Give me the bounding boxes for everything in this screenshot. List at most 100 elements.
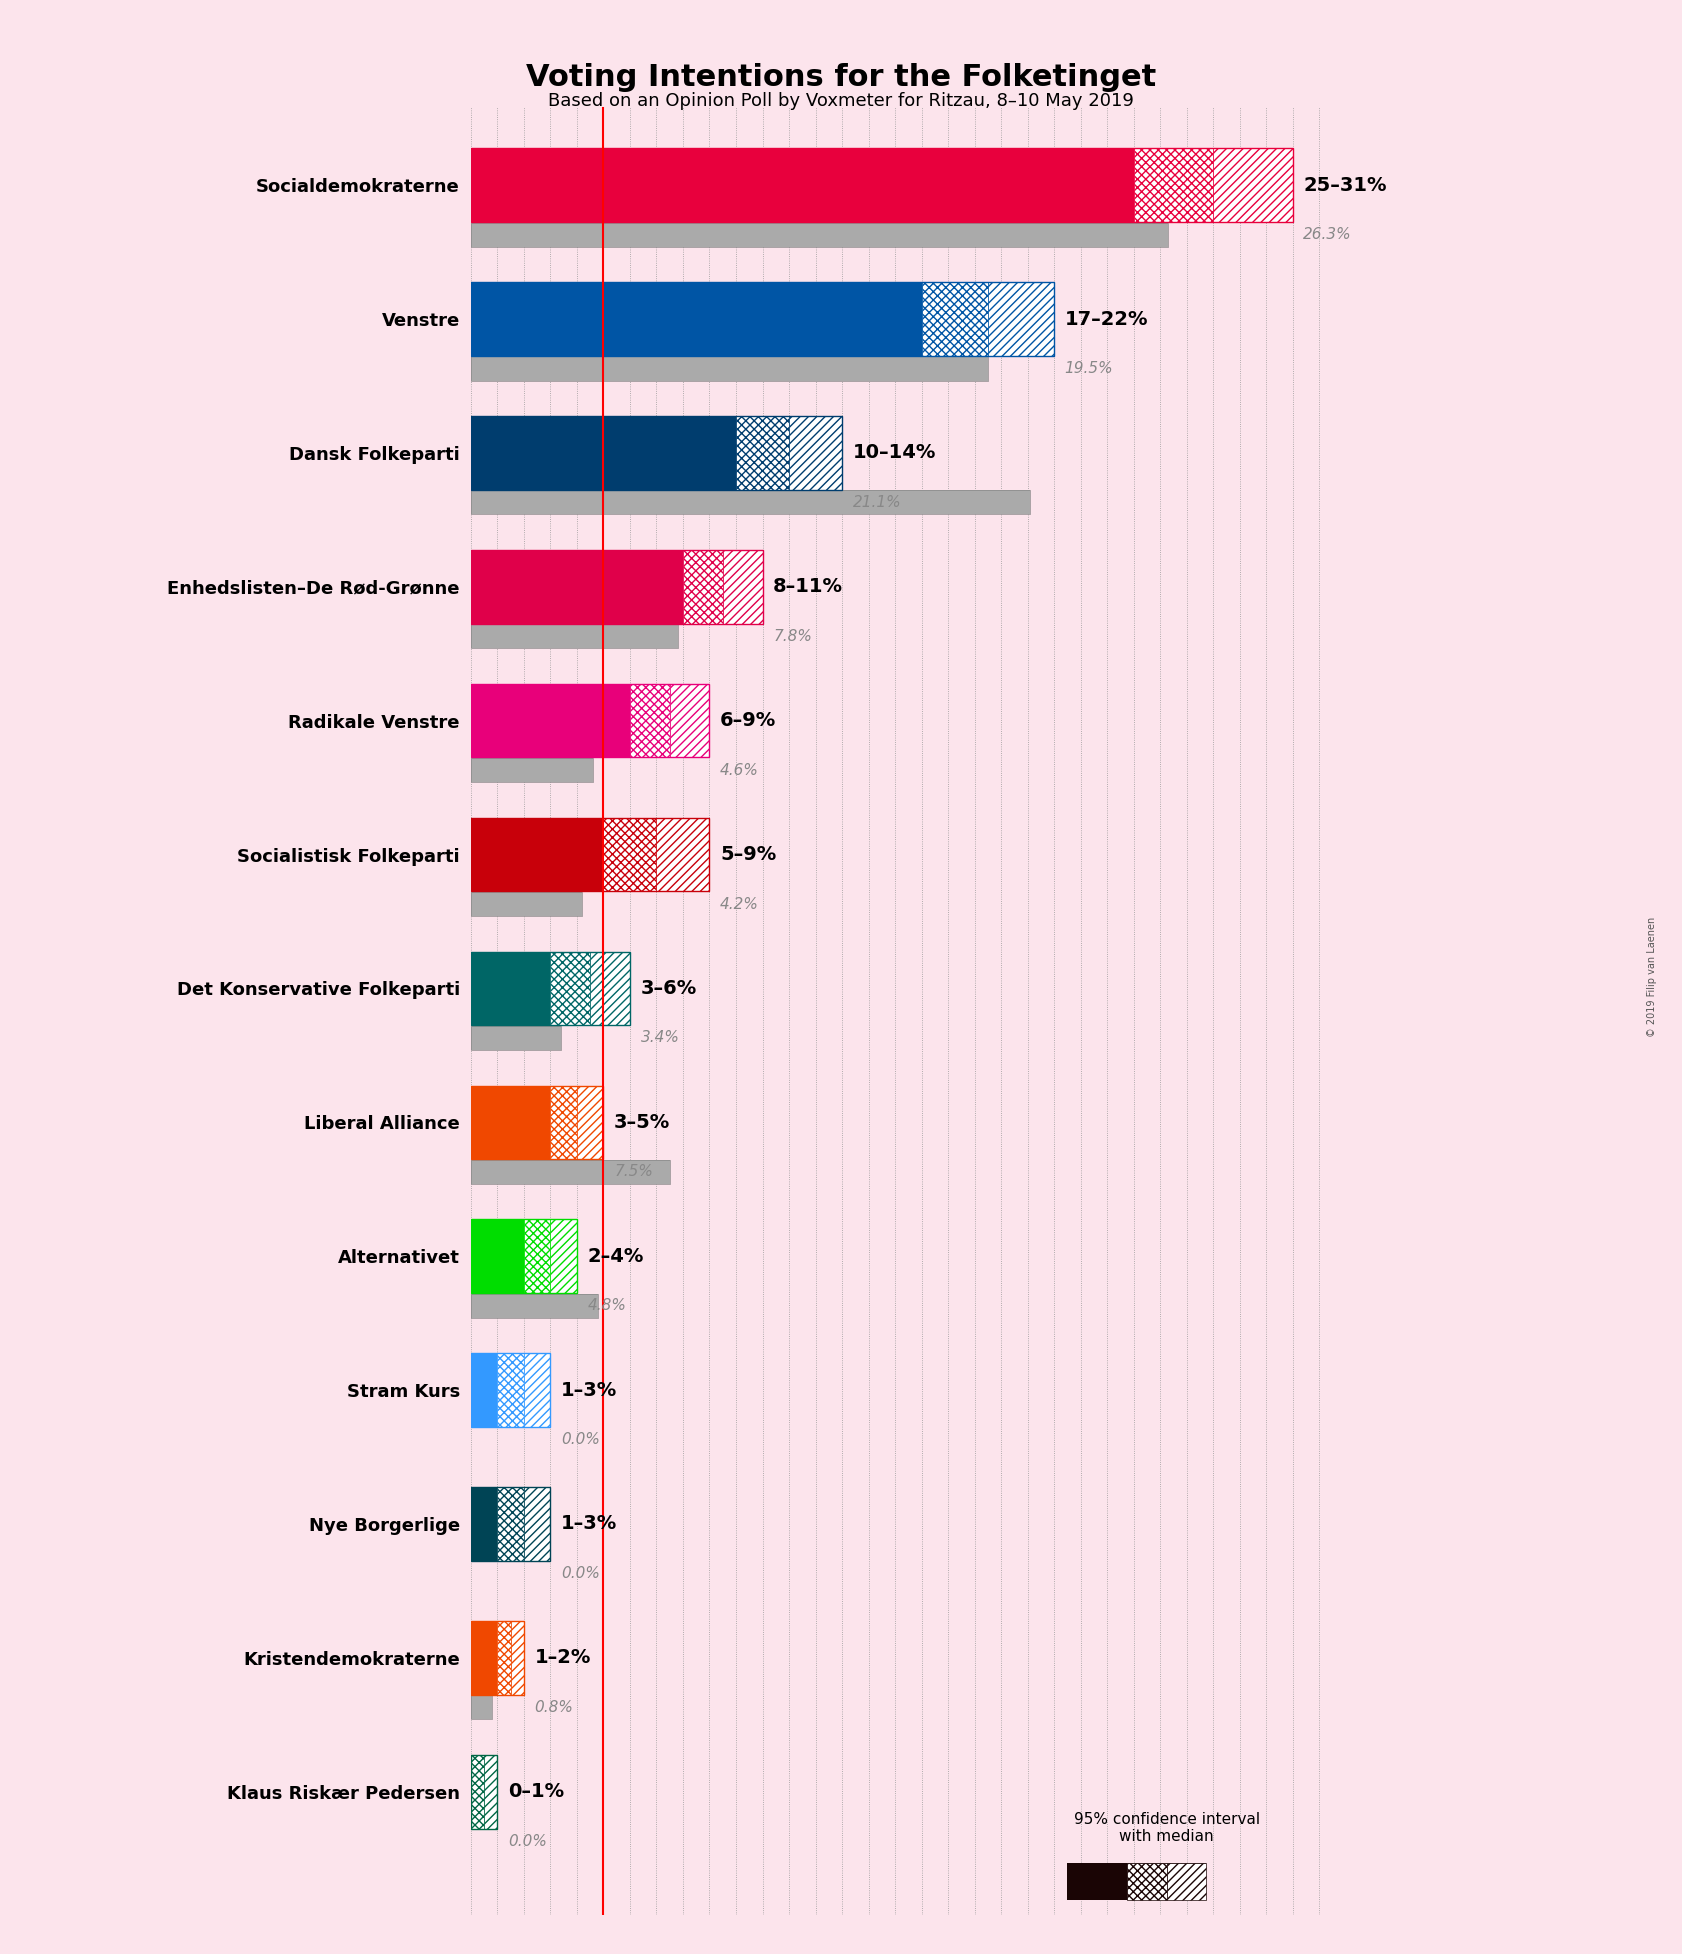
Text: 0.0%: 0.0% [562, 1565, 600, 1581]
Bar [471, 1161, 669, 1184]
Bar [1167, 1862, 1206, 1899]
Bar [1134, 149, 1213, 223]
Bar [604, 817, 656, 891]
Bar [922, 281, 987, 356]
Bar [471, 1487, 498, 1561]
Bar [789, 416, 843, 490]
Bar [471, 1086, 604, 1159]
Bar [525, 1487, 550, 1561]
Bar [471, 1086, 550, 1159]
Bar [471, 623, 678, 649]
Bar [590, 952, 631, 1026]
Text: 26.3%: 26.3% [1304, 227, 1352, 242]
Bar [471, 893, 582, 916]
Text: 3–5%: 3–5% [614, 1114, 671, 1131]
Bar [525, 1487, 550, 1561]
Bar [511, 1622, 525, 1694]
Bar [498, 1487, 525, 1561]
Text: 0.8%: 0.8% [535, 1700, 574, 1716]
Bar [604, 817, 656, 891]
Text: 10–14%: 10–14% [853, 444, 935, 463]
Text: 95% confidence interval
with median: 95% confidence interval with median [1073, 1811, 1260, 1845]
Text: 1–3%: 1–3% [562, 1514, 617, 1534]
Text: 4.8%: 4.8% [587, 1297, 626, 1313]
Bar [1213, 149, 1292, 223]
Bar [484, 1755, 498, 1829]
Bar [525, 1219, 550, 1294]
Bar [922, 281, 987, 356]
Bar [471, 416, 737, 490]
Bar [737, 416, 789, 490]
Bar [550, 1086, 577, 1159]
Bar [471, 1026, 562, 1049]
Bar [471, 1755, 484, 1829]
Bar [631, 684, 669, 758]
Bar [471, 223, 1167, 246]
Text: 7.5%: 7.5% [614, 1165, 653, 1180]
Bar [471, 1487, 550, 1561]
Bar [987, 281, 1055, 356]
Bar [669, 684, 710, 758]
Bar [656, 817, 710, 891]
Bar [577, 1086, 604, 1159]
Bar [577, 1086, 604, 1159]
Bar [471, 684, 631, 758]
Text: 25–31%: 25–31% [1304, 176, 1386, 195]
Bar [498, 1487, 525, 1561]
Bar [723, 549, 762, 623]
Text: 0–1%: 0–1% [508, 1782, 563, 1802]
Bar [498, 1354, 525, 1426]
Bar [550, 952, 590, 1026]
Bar [550, 1219, 577, 1294]
Text: Voting Intentions for the Folketinget: Voting Intentions for the Folketinget [526, 63, 1156, 92]
Bar [471, 149, 1292, 223]
Text: 6–9%: 6–9% [720, 711, 777, 731]
Bar [550, 952, 590, 1026]
Bar [498, 1622, 511, 1694]
Bar [471, 490, 1029, 514]
Text: 7.8%: 7.8% [774, 629, 812, 643]
Bar [683, 549, 723, 623]
Bar [471, 758, 592, 782]
Bar [1127, 1862, 1167, 1899]
Bar [737, 416, 789, 490]
Bar [471, 549, 683, 623]
Bar [471, 223, 1167, 246]
Bar [471, 952, 631, 1026]
Bar [471, 1294, 599, 1317]
Bar [471, 281, 922, 356]
Bar [471, 1755, 498, 1829]
Text: © 2019 Filip van Laenen: © 2019 Filip van Laenen [1647, 916, 1657, 1038]
Bar [471, 1622, 498, 1694]
Bar [498, 1622, 511, 1694]
Bar [683, 549, 723, 623]
Bar [1167, 1862, 1206, 1899]
Bar [471, 1026, 562, 1049]
Text: 19.5%: 19.5% [1065, 361, 1113, 375]
Text: 21.1%: 21.1% [853, 494, 902, 510]
Bar [471, 623, 678, 649]
Bar [471, 1161, 669, 1184]
Bar [1068, 1862, 1127, 1899]
Text: 4.2%: 4.2% [720, 897, 759, 913]
Bar [471, 1354, 550, 1426]
Bar [525, 1219, 550, 1294]
Bar [471, 1696, 493, 1720]
Text: 4.6%: 4.6% [720, 762, 759, 778]
Bar [471, 356, 987, 381]
Bar [1068, 1917, 1206, 1940]
Text: 17–22%: 17–22% [1065, 309, 1149, 328]
Bar [471, 1294, 599, 1317]
Bar [631, 684, 669, 758]
Text: 1–2%: 1–2% [535, 1649, 590, 1667]
Text: 5–9%: 5–9% [720, 844, 777, 864]
Bar [590, 952, 631, 1026]
Bar [471, 149, 1134, 223]
Bar [471, 416, 843, 490]
Bar [550, 1086, 577, 1159]
Bar [1213, 149, 1292, 223]
Bar [471, 1219, 525, 1294]
Bar [1134, 149, 1213, 223]
Text: 2–4%: 2–4% [587, 1247, 644, 1266]
Text: 8–11%: 8–11% [774, 576, 843, 596]
